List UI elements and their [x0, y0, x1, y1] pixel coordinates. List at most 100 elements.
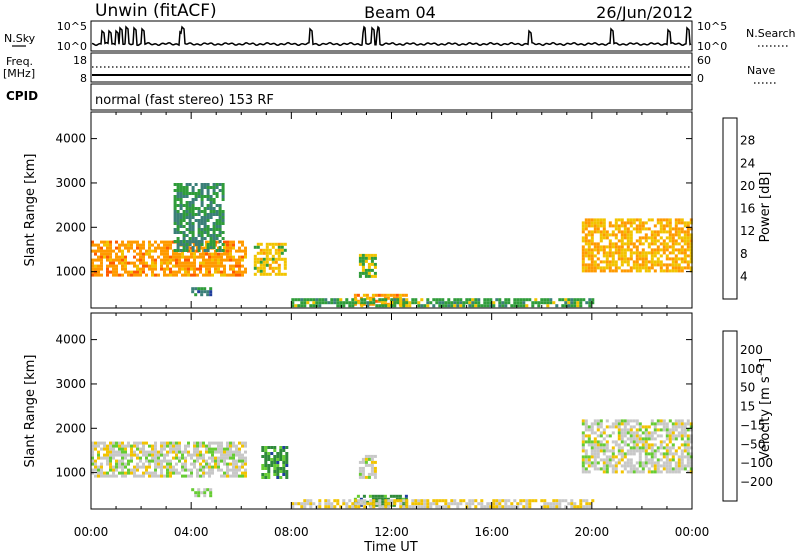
data-cell-0-3 [200, 287, 204, 291]
y-tick-label-1-2: 3000 [55, 377, 86, 391]
data-cell-1-0 [151, 471, 154, 475]
y-tick-label-0-2: 3000 [55, 176, 86, 190]
data-cell-0-1 [173, 216, 177, 219]
data-cell-0-0 [97, 243, 100, 247]
data-cell-1-0 [166, 471, 169, 475]
data-cell-1-0 [109, 453, 112, 457]
data-cell-0-0 [166, 252, 169, 256]
data-cell-0-2 [283, 260, 287, 264]
data-cell-0-6 [504, 301, 508, 305]
power-data-marks [91, 183, 693, 308]
data-cell-1-2 [279, 467, 283, 470]
data-cell-1-0 [196, 453, 199, 457]
data-cell-0-6 [486, 298, 490, 302]
data-cell-0-7 [596, 257, 600, 261]
data-cell-1-2 [285, 455, 289, 458]
data-cell-1-0 [226, 453, 229, 457]
data-cell-1-2 [282, 470, 286, 473]
data-cell-0-7 [629, 236, 633, 240]
data-cell-1-1 [596, 461, 600, 465]
data-cell-1-0 [100, 462, 103, 466]
data-cell-1-1 [596, 452, 600, 456]
data-cell-1-1 [674, 422, 678, 426]
data-cell-1-0 [136, 447, 139, 451]
data-cell-1-0 [217, 456, 220, 460]
data-cell-1-1 [689, 452, 693, 456]
data-cell-0-2 [259, 266, 263, 270]
data-cell-0-0 [178, 252, 181, 256]
data-cell-0-0 [106, 258, 109, 262]
data-cell-0-1 [212, 246, 216, 249]
data-cell-0-7 [638, 221, 642, 225]
data-cell-0-7 [665, 221, 669, 225]
data-cell-1-6 [336, 502, 340, 506]
data-cell-0-0 [220, 252, 223, 256]
data-cell-0-0 [139, 243, 142, 247]
data-cell-1-6 [318, 499, 322, 503]
data-cell-0-7 [689, 269, 693, 273]
data-cell-0-0 [220, 258, 223, 262]
data-cell-1-6 [306, 499, 310, 503]
data-cell-0-0 [157, 243, 160, 247]
data-cell-1-1 [683, 434, 687, 438]
data-cell-1-0 [115, 459, 118, 463]
data-cell-0-1 [218, 216, 222, 219]
data-cell-0-7 [593, 227, 597, 231]
data-cell-0-0 [112, 267, 115, 271]
data-cell-1-1 [680, 428, 684, 432]
data-cell-0-6 [447, 301, 451, 305]
data-cell-0-7 [629, 251, 633, 255]
data-cell-0-7 [617, 251, 621, 255]
data-cell-0-3 [200, 290, 204, 294]
data-cell-1-6 [513, 499, 517, 503]
data-cell-1-0 [178, 450, 181, 454]
data-cell-0-0 [238, 258, 241, 262]
data-cell-0-0 [166, 273, 169, 277]
data-cell-1-0 [97, 465, 100, 469]
data-cell-0-7 [671, 245, 675, 249]
data-cell-0-0 [121, 261, 124, 265]
data-cell-1-6 [354, 502, 358, 506]
data-cell-0-6 [336, 301, 340, 305]
data-cell-0-7 [596, 245, 600, 249]
data-cell-0-6 [294, 298, 298, 302]
data-cell-0-7 [662, 227, 666, 231]
data-cell-0-7 [602, 221, 606, 225]
data-cell-1-1 [581, 431, 585, 435]
data-cell-1-1 [668, 434, 672, 438]
data-cell-1-0 [175, 468, 178, 472]
data-cell-0-4 [367, 271, 371, 275]
data-cell-0-7 [680, 230, 684, 234]
data-cell-1-6 [489, 502, 493, 506]
data-cell-0-2 [262, 263, 266, 267]
nsky-tick-bottom: 10^0 [57, 40, 87, 53]
data-cell-1-2 [264, 464, 268, 467]
data-cell-0-7 [608, 269, 612, 273]
data-cell-0-7 [599, 260, 603, 264]
data-cell-0-7 [620, 260, 624, 264]
data-cell-0-0 [199, 264, 202, 268]
data-cell-0-0 [229, 258, 232, 262]
data-cell-1-0 [235, 444, 238, 448]
data-cell-1-0 [160, 468, 163, 472]
data-cell-1-1 [605, 419, 609, 423]
data-cell-0-1 [185, 228, 189, 231]
data-cell-1-2 [261, 467, 265, 470]
data-cell-1-6 [570, 499, 574, 503]
data-cell-0-1 [176, 210, 180, 213]
data-cell-1-1 [605, 434, 609, 438]
data-cell-1-0 [184, 450, 187, 454]
data-cell-1-1 [602, 461, 606, 465]
data-cell-1-1 [593, 443, 597, 447]
data-cell-0-7 [608, 239, 612, 243]
data-cell-0-7 [626, 218, 630, 222]
data-cell-0-0 [190, 246, 193, 250]
data-cell-1-1 [644, 434, 648, 438]
data-cell-0-6 [507, 301, 511, 305]
data-cell-0-0 [151, 243, 154, 247]
data-cell-1-0 [94, 468, 97, 472]
data-cell-0-0 [169, 243, 172, 247]
data-cell-0-1 [221, 183, 225, 186]
data-cell-1-1 [635, 428, 639, 432]
data-cell-0-1 [173, 210, 177, 213]
